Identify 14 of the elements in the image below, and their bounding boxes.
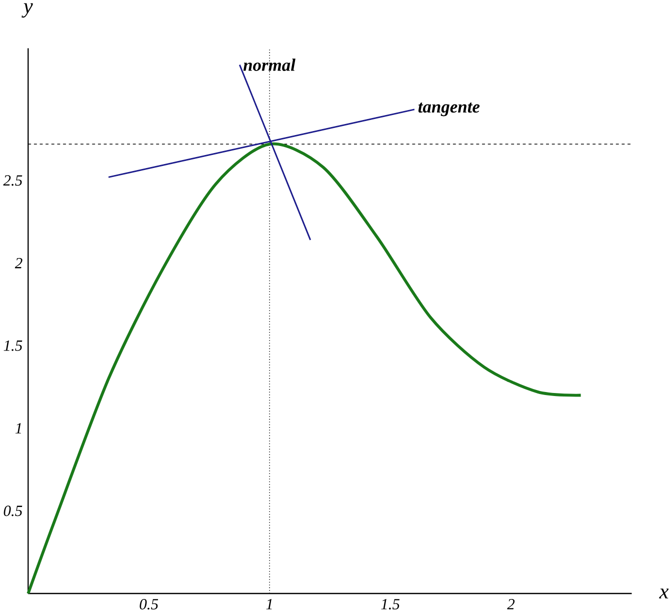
annotation: tangente: [418, 102, 480, 116]
y-tick-label: 2.5: [3, 175, 22, 186]
x-axis-title: x: [659, 588, 669, 599]
x-tick-label: 1.5: [381, 599, 400, 610]
line-series: [26, 142, 582, 596]
x-tick-label: 0.5: [140, 599, 158, 610]
x-tick-label: 1: [266, 599, 272, 610]
y-tick-label: 1.5: [4, 340, 22, 352]
y-tick-label: 0.5: [4, 506, 22, 516]
annotation: normal: [243, 58, 296, 72]
y-axis-title: y: [22, 3, 33, 18]
y-tick-label: 1: [15, 423, 21, 434]
x-tick-label: 2: [507, 599, 515, 610]
y-tick-label: 2: [14, 258, 22, 268]
